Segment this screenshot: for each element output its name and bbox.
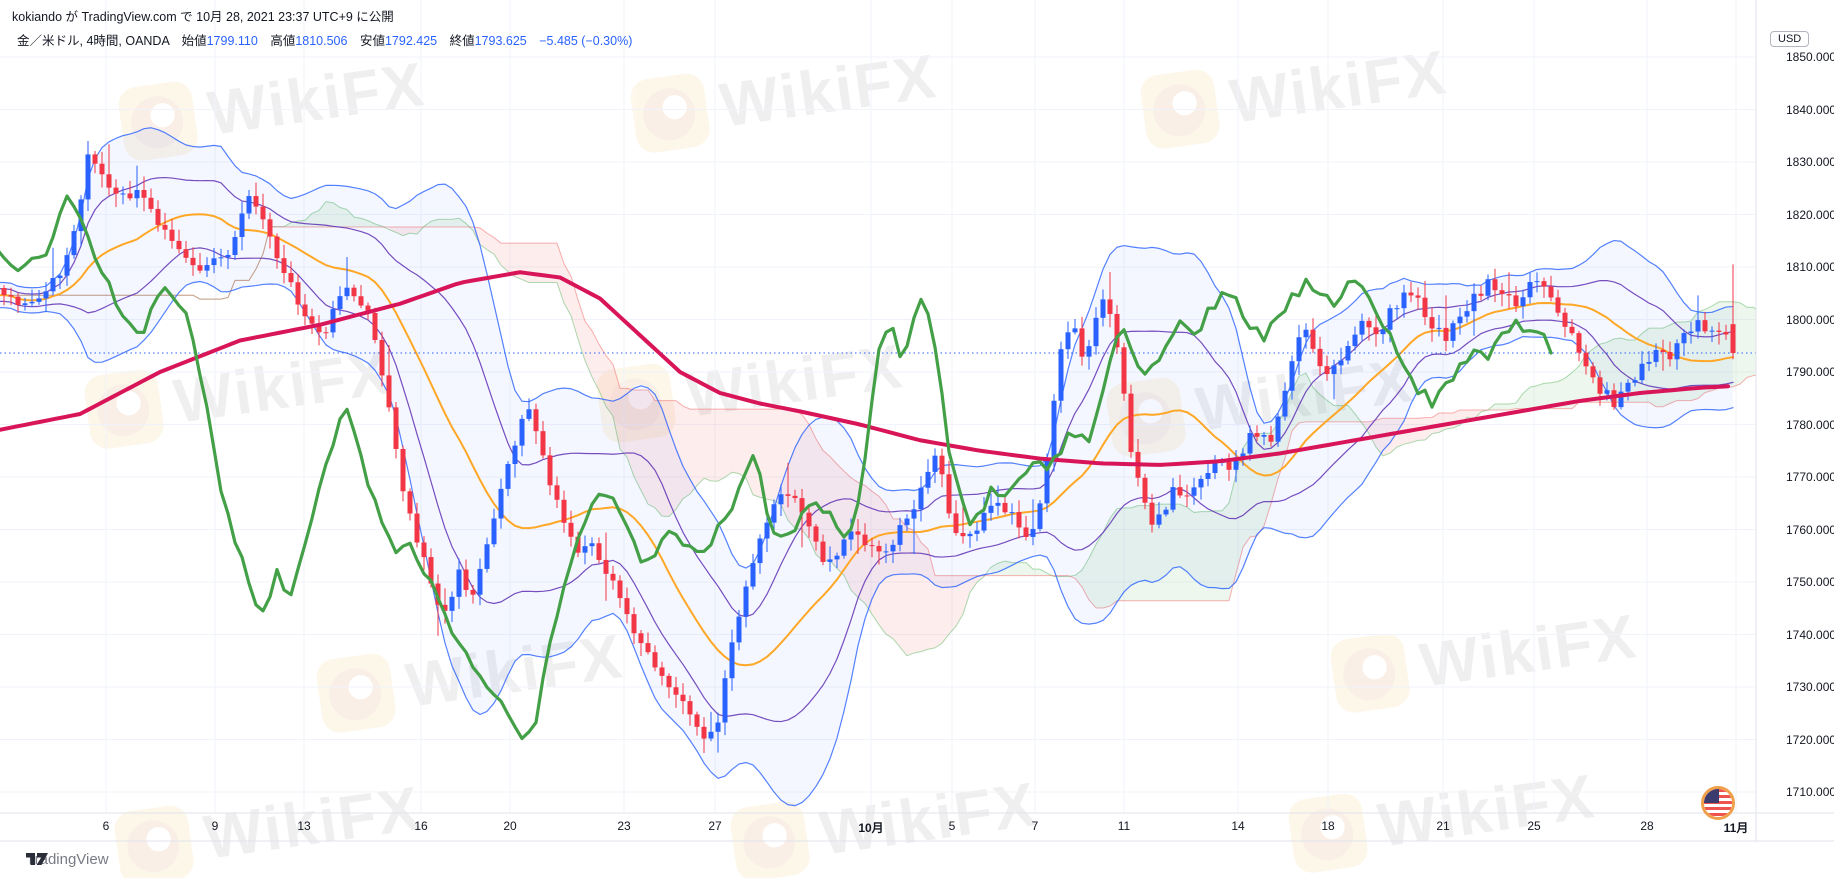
price-tick-label: 1710.000 [1786,785,1834,799]
price-tick-label: 1840.000 [1786,102,1834,117]
tradingview-logo[interactable]: TradingView [26,851,109,868]
price-tick-label: 1750.000 [1786,575,1834,589]
publish-info: kokiando が TradingView.com で 10月 28, 202… [12,10,394,24]
time-tick-label: 16 [414,819,428,833]
senkou-a-line [0,201,1756,657]
ichimoku-cloud [0,201,389,300]
time-tick-label: 23 [617,819,631,833]
currency-badge[interactable]: USD [1770,31,1810,47]
time-tick-label: 5 [948,819,956,833]
ichimoku-cloud [473,227,991,656]
bollinger-fill [0,127,1733,806]
legend-series-title: 金／米ドル, 4時間, OANDA [17,34,170,48]
ichimoku-cloud [389,226,424,236]
price-tick-label: 1800.000 [1786,312,1834,327]
plot-area[interactable] [0,127,1834,807]
price-tick-label: 1780.000 [1786,417,1834,432]
us-flag-icon[interactable] [1701,786,1735,820]
price-tick-label: 1830.000 [1786,155,1834,169]
legend-change: −5.485 (−0.30%) [539,34,633,48]
price-tick-label: 1760.000 [1786,522,1834,537]
time-tick-label: 18 [1321,819,1335,833]
price-tick-label: 1810.000 [1786,260,1834,274]
price-tick-label: 1730.000 [1786,680,1834,694]
legend-close-label: 終値 [449,34,475,48]
time-tick-label: 20 [503,819,517,833]
legend-close-value: 1793.625 [474,34,527,48]
time-tick-label: 21 [1436,819,1450,833]
time-tick-label: 10月 [858,821,884,835]
bollinger-upper-inner [0,176,1734,618]
time-tick-label: 9 [211,819,219,833]
chikou-span-line [0,194,1553,741]
ichimoku-cloud [1054,575,1075,577]
legend-high-label: 高値 [270,34,296,48]
time-tick-label: 11月 [1723,821,1749,835]
price-tick-label: 1740.000 [1786,627,1834,642]
time-tick-label: 6 [102,819,110,833]
grid [0,0,1756,813]
time-tick-label: 13 [297,819,311,833]
ichimoku-cloud [1488,301,1756,410]
legend-high-value: 1810.506 [295,34,348,48]
senkou-b-line [0,226,1756,609]
legend-low-label: 安値 [359,34,385,48]
price-tick-label: 1720.000 [1786,732,1834,747]
price-tick-label: 1850.000 [1786,50,1834,64]
price-axis[interactable]: USD 1850.000 1840.000 1830.000 1820.000 1810… [1756,0,1834,841]
ichimoku-cloud [991,561,1054,577]
time-axis[interactable]: 6 9 13 16 20 23 27 10月 5 7 11 14 18 21 25 28 11月 [0,813,1834,841]
price-tick-label: 1820.000 [1786,207,1834,222]
chart-legend[interactable]: 金／米ドル, 4時間, OANDA 始値1799.110 高値1810.506 … [17,30,632,49]
price-tick-label: 1770.000 [1786,470,1834,484]
legend-open-value: 1799.110 [206,34,258,48]
ichimoku-cloud [1075,373,1362,608]
price-tick-label: 1790.000 [1786,365,1834,379]
tradingview-logo-icon [26,853,48,865]
ema-slow-line [0,270,1730,467]
time-tick-label: 14 [1231,819,1245,833]
time-tick-label: 28 [1640,819,1654,833]
candles [1,141,1736,753]
time-tick-label: 11 [1117,819,1131,833]
legend-open-label: 始値 [181,34,207,48]
ichimoku-cloud [424,218,473,229]
bollinger-lower-outer [0,280,1734,807]
flag-canton [1704,789,1720,803]
legend-low-value: 1792.425 [384,34,438,48]
time-tick-label: 27 [708,819,722,833]
time-tick-label: 25 [1527,819,1541,833]
time-tick-label: 7 [1031,819,1039,833]
